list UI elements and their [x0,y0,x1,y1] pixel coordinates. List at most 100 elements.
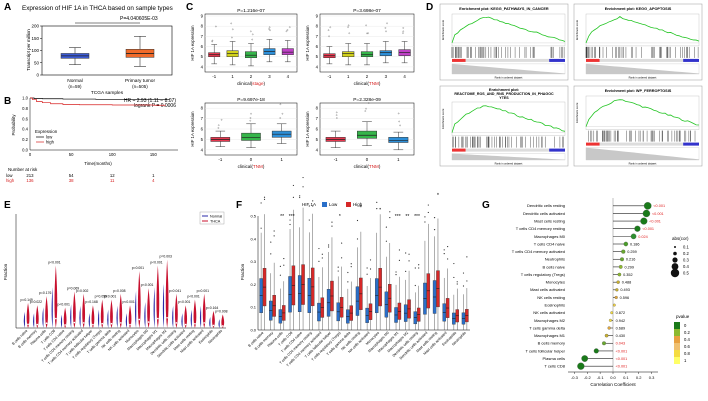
p-value-label: <0.001 [642,227,654,231]
x-axis-label-suffix: ) [379,81,381,86]
x-axis-label-prefix: clinical( [238,164,254,169]
rank-color-blue [683,142,699,146]
outlier-point [321,257,323,259]
violin-normal [107,309,109,328]
outlier-point [285,30,288,33]
outlier-point [312,205,314,207]
outlier-point [356,238,359,240]
risk-value: 38 [69,178,74,183]
pvalue-legend-swatch [674,350,680,357]
violin-normal [51,287,53,328]
outlier-point [427,204,429,206]
box [342,51,355,57]
panel-letter-g: G [482,200,490,211]
outlier-point [369,268,372,270]
violin-thca [137,271,141,328]
x-tick-label: 2 [250,74,253,79]
panel-letter-a: A [4,2,11,13]
rank-color-bar [452,148,565,152]
outlier-point [453,276,455,279]
pvalue-legend-label: 0.2 [684,330,690,335]
y-tick-label: 1.0 [22,96,28,101]
box [379,50,392,56]
risk-value: 11 [110,178,115,183]
outlier-point [281,112,284,115]
group-n: (n=59) [68,84,82,89]
violin-normal [97,309,100,328]
violin-median-dot [55,317,57,320]
outlier-point [308,219,310,221]
outlier-point [283,264,285,266]
abs-legend-label: 0.1 [683,245,689,250]
outlier-point [347,281,349,283]
cell-type-label: Macrophages M1 [534,333,566,338]
violin-normal [60,314,63,328]
y-tick-label: 6 [316,127,319,132]
ranked-metric-area [586,63,699,74]
box [281,48,294,55]
y-tick-label: 150 [31,36,39,41]
violin-normal [199,305,202,328]
enrichment-curve [585,16,700,44]
cell-type-label: T cells follicular helper [526,348,566,353]
x-axis-label-key: stage [252,81,264,86]
outlier-point [350,263,352,265]
violin-thca [119,293,123,328]
legend-label: High [353,202,363,207]
outlier-point [418,264,420,266]
gsea-title: Enrichment plot: WP_FERROPTOSIS [605,89,672,93]
y-tick-label: 0.0 [22,148,28,153]
lollipop-dot [616,280,620,284]
outlier-point [215,25,217,28]
outlier-point [462,272,465,274]
lollipop-dot [643,202,652,210]
x-tick-label: -1 [212,74,216,79]
rank-color-blue [549,148,565,152]
x-axis-label-prefix: clinical( [354,81,370,86]
cell-type-label: Monocytes [546,280,565,285]
x-tick-label: 3 [268,74,271,79]
outlier-point [251,38,254,41]
rank-color-bar [586,142,699,146]
outlier-point [466,256,468,258]
outlier-point [270,241,272,243]
cell-type-label: NK cells resting [537,295,565,300]
p-value-label: <0.001 [653,204,665,208]
p-value: p<0.001 [178,300,190,304]
y-tick-label: 0.1 [250,305,256,310]
outlier-point [250,112,252,115]
violin-median-dot [101,322,104,325]
violin-normal [218,319,220,328]
violin-median-dot [92,323,94,326]
rank-axis-label: Rank in ordered dataset [629,76,657,80]
p-value: p<0.001 [141,283,153,287]
outlier-point [211,40,213,43]
outlier-point [347,24,350,27]
p-value-label: 0.942 [616,319,626,323]
p-value-label: <0.001 [616,349,628,353]
violin-normal [33,313,35,328]
lollipop-dot [612,303,616,307]
y-tick-label: 5 [316,137,319,142]
x-axis-label: TCGA samples [91,90,124,96]
violin-median-dot [36,323,39,326]
y-tick-label: 0.2 [250,282,256,287]
violin-median-dot [45,322,48,325]
pvalue-legend-label: 1 [684,358,687,363]
pvalue-legend-label: 0.4 [684,337,690,342]
logrank-p: logrank P = 0.0006 [134,103,176,109]
p-value: P=4.040605E-03 [120,16,158,22]
y-tick-label: 7 [201,116,204,121]
outlier-point [302,176,304,179]
x-tick-label: 1 [347,74,350,79]
violin-normal [70,304,72,328]
ranked-metric-area [586,147,699,160]
outlier-point [279,117,282,119]
outlier-point [318,260,320,262]
significance-stars: ** [280,214,284,220]
lollipop-dot [617,272,622,277]
x-tick-label: 50 [69,152,74,157]
outlier-point [337,270,339,272]
cell-type-label: Dendritic cells resting [527,203,565,208]
